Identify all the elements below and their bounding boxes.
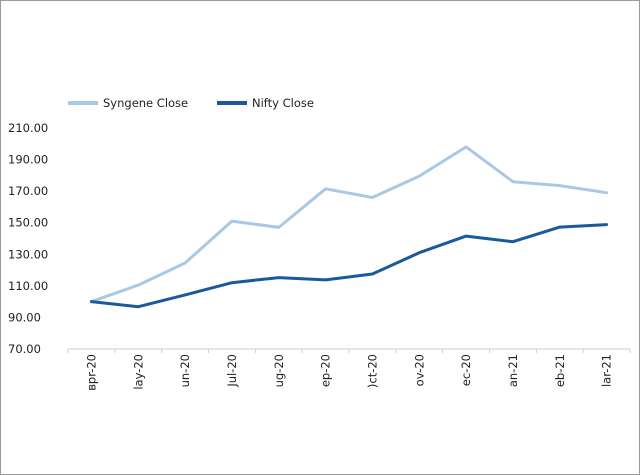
y-tick-label: 130.00	[8, 247, 48, 261]
legend-label-nifty: Nifty Close	[252, 96, 314, 110]
x-tick-label: an-21	[506, 354, 520, 387]
x-axis-tickmarks	[67, 349, 631, 353]
y-tick-label: 90.00	[8, 310, 41, 324]
x-tick-label: )ct-20	[365, 354, 379, 388]
x-tick-label: ov-20	[412, 354, 426, 386]
y-tick-label: 70.00	[8, 342, 41, 356]
x-tick-label: lay-20	[131, 354, 145, 390]
x-tick-label: un-20	[178, 354, 192, 387]
x-tick-label: ʙpr-20	[84, 354, 98, 391]
x-tick-label: ug-20	[272, 354, 286, 387]
x-tick-label: lar-21	[600, 354, 614, 387]
y-tick-label: 170.00	[8, 184, 48, 198]
x-axis-labels: ʙpr-20 lay-20 un-20 Jul-20 ug-20 ep-20 )ct-20 o…	[84, 354, 613, 391]
series-line-syngene	[89, 145, 609, 304]
y-tick-label: 190.00	[8, 153, 48, 167]
series-line-nifty	[89, 223, 609, 309]
x-tick-label: eb-21	[553, 354, 567, 387]
series-lines	[89, 145, 609, 309]
y-tick-label: 150.00	[8, 216, 48, 230]
x-tick-label: ep-20	[319, 354, 333, 387]
legend: Syngene Close Nifty Close	[68, 96, 314, 110]
y-tick-label: 110.00	[8, 279, 48, 293]
x-tick-label: ec-20	[459, 354, 473, 386]
y-tick-label: 210.00	[8, 121, 48, 135]
x-tick-label: Jul-20	[225, 354, 239, 388]
legend-label-syngene: Syngene Close	[103, 96, 188, 110]
y-axis-ticks: 70.00 90.00 110.00 130.00 150.00 170.00 190.00…	[8, 121, 48, 356]
